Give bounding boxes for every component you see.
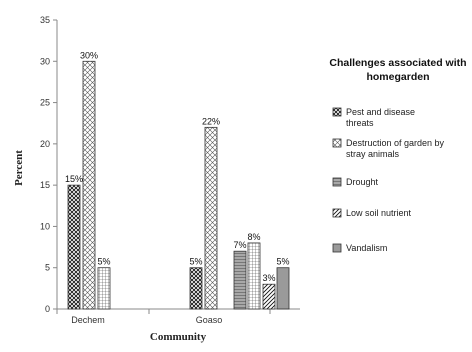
legend-title: Challenges associated with homegarden (329, 57, 466, 83)
bar-low-soil-goaso (262, 283, 276, 310)
y-tick-label: 0 (45, 304, 50, 314)
legend-swatch (332, 107, 342, 117)
bar-extra-goaso (247, 242, 261, 310)
y-tick-label: 10 (40, 221, 50, 231)
bar-stray-animals-goaso (204, 126, 218, 310)
y-tick-label: 25 (40, 98, 50, 108)
legend-swatch (332, 208, 342, 218)
bar-drought-goaso (233, 250, 247, 310)
y-tick-label: 20 (40, 139, 50, 149)
bar-drought-dechem (97, 267, 111, 310)
bar-value-label: 5% (97, 257, 110, 267)
y-axis-title: Percent (13, 150, 25, 186)
legend-item-label: Vandalism (346, 243, 387, 253)
x-axis: Dechem Goaso (56, 308, 300, 325)
x-axis-title: Community (150, 331, 207, 343)
bar-pest-disease-dechem (67, 184, 81, 310)
bar-value-label: 30% (80, 50, 98, 60)
y-axis: 0 5 10 15 20 25 30 35 (40, 15, 58, 314)
bar-pest-disease-goaso (189, 267, 203, 310)
legend: Challenges associated with homegarden Pes… (329, 57, 466, 253)
legend-title-line: Challenges associated with (329, 57, 466, 69)
bar-vandalism-goaso (276, 267, 290, 310)
x-tick-label: Dechem (71, 315, 105, 325)
bar-value-label: 5% (189, 257, 202, 267)
y-tick-label: 15 (40, 180, 50, 190)
bar-value-label: 7% (233, 240, 246, 250)
y-tick-label: 35 (40, 15, 50, 25)
legend-item-label: Drought (346, 177, 379, 187)
bar-value-label: 8% (247, 232, 260, 242)
bar-value-label: 15% (65, 174, 83, 184)
legend-item-label: Destruction of garden by stray animals (346, 138, 445, 159)
legend-swatch (332, 138, 342, 148)
y-tick-label: 5 (45, 263, 50, 273)
legend-item-label: Low soil nutrient (346, 208, 412, 218)
legend-item-label: Pest and disease threats (346, 107, 415, 128)
legend-title-line: homegarden (366, 71, 429, 83)
bar-stray-animals-dechem (82, 60, 96, 310)
bars (67, 60, 290, 310)
bar-value-label: 5% (276, 257, 289, 267)
bar-value-label: 3% (262, 273, 275, 283)
legend-swatch (332, 177, 342, 187)
bar-data-labels: 15%30%5% 5%22%7%8%3%5% (65, 50, 290, 283)
legend-swatch (332, 243, 342, 253)
bar-value-label: 22% (202, 116, 220, 126)
x-tick-label: Goaso (196, 315, 223, 325)
y-tick-label: 30 (40, 56, 50, 66)
